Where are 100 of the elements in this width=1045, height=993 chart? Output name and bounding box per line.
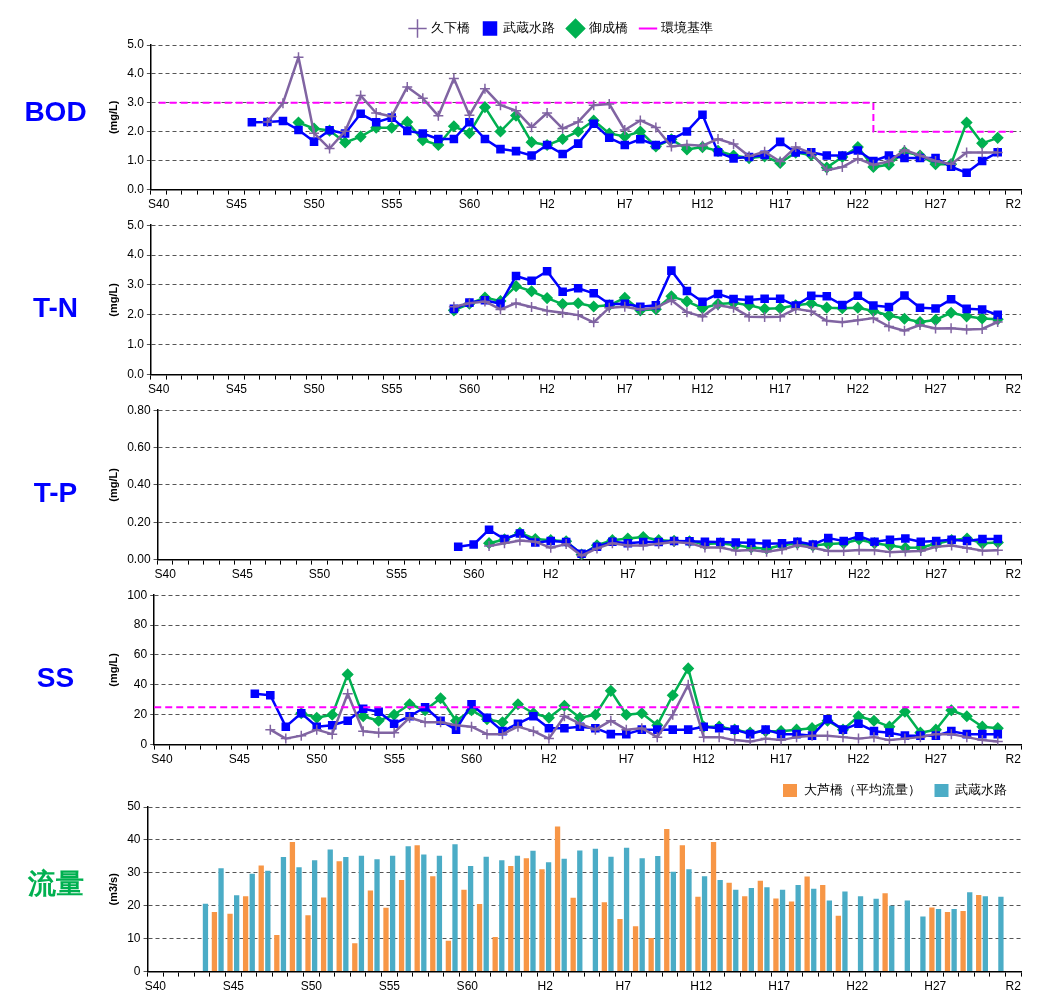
x-tick-label: H27 [924,197,947,212]
x-tick-label: S40 [144,979,167,993]
x-tick-label: S55 [383,752,406,767]
y-tick-label: 50 [127,799,141,814]
x-tick-label: S60 [458,382,481,397]
x-tick-label: R2 [1005,979,1022,993]
x-tick-label: H12 [691,382,714,397]
x-tick-label: H2 [541,752,557,767]
y-tick-label: 0.60 [127,439,151,454]
x-tick-label: S45 [231,567,254,582]
x-tick-label: S55 [381,382,403,397]
y-tick-label: 4.0 [127,247,145,262]
x-tick-label: S40 [151,752,173,767]
y-tick-label: 2.0 [127,124,145,139]
x-tick-label: H12 [691,197,714,212]
y-tick-label: 0.20 [127,514,151,529]
x-tick-label: H2 [537,979,554,993]
legend-label: 久下橋 [430,20,470,36]
x-tick-label: H27 [924,979,947,993]
legend-label: 武蔵水路 [955,782,1007,798]
y-tick-label: 1.0 [127,152,145,167]
y-axis-title: (mg/L) [106,652,119,687]
y-tick-label: 4.0 [127,66,145,81]
x-tick-label: H7 [617,382,633,397]
y-tick-label: 60 [133,647,148,662]
y-tick-label: 20 [133,707,148,722]
y-tick-label: 0 [140,736,148,751]
x-tick-label: H22 [846,197,870,212]
text: T-N [31,291,80,324]
x-tick-label: S40 [147,382,170,397]
x-tick-label: S60 [460,752,483,767]
y-axis-title: (mg/L) [106,467,119,502]
x-tick-label: H22 [846,979,869,993]
x-tick-label: H22 [848,567,871,582]
x-tick-label: S50 [308,567,331,582]
x-tick-label: H12 [690,979,713,993]
x-tick-label: H2 [539,382,556,397]
x-tick-label: H12 [693,567,717,582]
y-tick-label: 80 [133,617,148,632]
y-tick-label: 3.0 [127,277,145,292]
text: SS [35,661,76,694]
y-tick-label: 1.0 [127,337,145,352]
text: BOD [23,95,88,128]
y-tick-label: 2.0 [127,307,145,322]
x-tick-label: H17 [771,567,794,582]
x-tick-label: R2 [1005,752,1022,767]
x-tick-label: R2 [1005,197,1022,212]
x-tick-label: R2 [1005,382,1022,397]
x-tick-label: H27 [924,382,947,397]
x-tick-label: H7 [620,567,636,582]
x-tick-label: S60 [462,567,485,582]
x-tick-label: S50 [303,197,326,212]
x-tick-label: S50 [303,382,326,397]
y-tick-label: 100 [127,587,148,602]
y-tick-label: 0.0 [127,181,145,196]
y-tick-label: 0.0 [127,366,145,381]
x-tick-label: S40 [147,197,170,212]
y-tick-label: 30 [127,865,141,880]
legend-label: 御成橋 [588,20,628,36]
x-tick-label: S55 [385,567,408,582]
y-tick-label: 5.0 [127,37,145,52]
y-tick-label: 10 [127,930,141,945]
x-tick-label: S45 [225,197,248,212]
y-tick-label: 0.80 [127,402,151,417]
y-tick-label: 0.00 [127,551,151,566]
y-axis-title: (m3/s) [106,872,119,906]
y-tick-label: 0.40 [127,477,151,492]
x-tick-label: S60 [456,979,479,993]
y-tick-label: 40 [127,832,141,847]
x-tick-label: H12 [692,752,716,767]
x-tick-label: H7 [615,979,632,993]
x-tick-label: H17 [768,979,791,993]
x-tick-label: H7 [617,197,633,212]
legend-label: 環境基準 [661,20,713,36]
x-tick-label: H7 [618,752,635,767]
x-tick-label: H17 [770,752,793,767]
x-tick-label: S45 [222,979,245,993]
legend-label: 武蔵水路 [503,20,555,36]
y-tick-label: 40 [133,677,148,692]
x-tick-label: H17 [769,197,792,212]
text: 流量 [26,866,85,901]
x-tick-label: S45 [228,752,251,767]
text: T-P [32,476,79,509]
y-tick-label: 0 [133,963,141,978]
x-tick-label: H17 [769,382,792,397]
x-tick-label: H27 [924,752,948,767]
x-tick-label: H22 [847,752,870,767]
x-tick-label: H2 [543,567,559,582]
x-tick-label: H27 [925,567,948,582]
x-tick-label: S50 [306,752,328,767]
x-tick-label: H2 [539,197,556,212]
y-tick-label: 20 [127,898,141,913]
x-tick-label: S60 [458,197,481,212]
x-tick-label: S45 [225,382,248,397]
x-tick-label: S40 [154,567,177,582]
y-axis-title: (mg/L) [106,282,119,317]
y-axis-title: (mg/L) [106,100,119,135]
x-tick-label: S50 [300,979,323,993]
x-tick-label: S55 [378,979,401,993]
x-tick-label: R2 [1005,567,1022,582]
